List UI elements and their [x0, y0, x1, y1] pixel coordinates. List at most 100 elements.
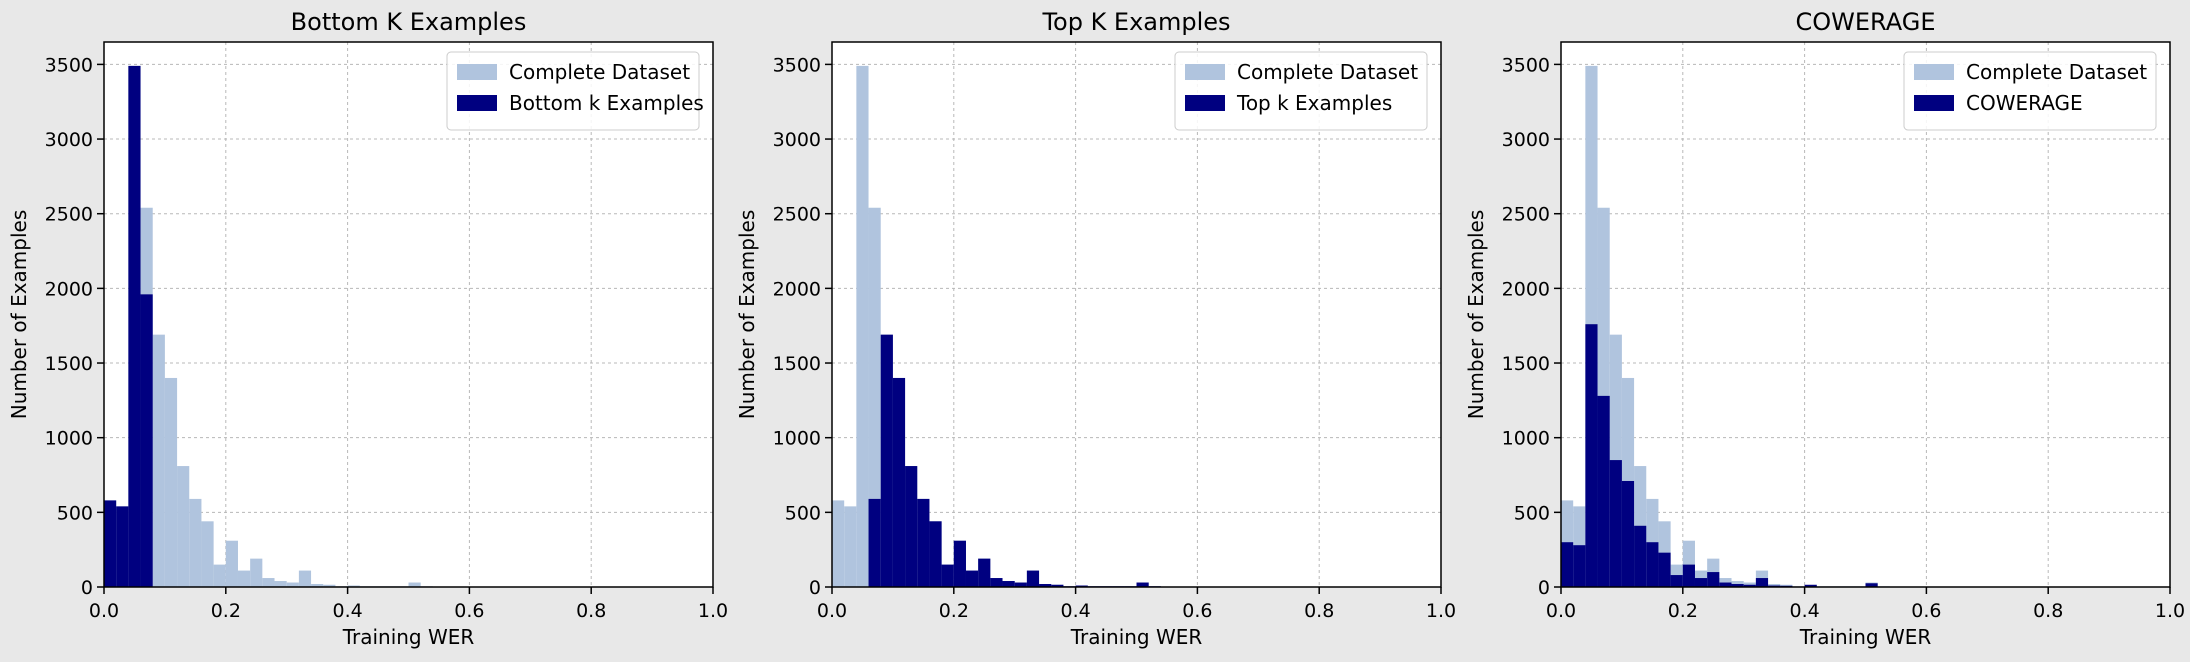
bar — [1039, 584, 1052, 587]
bar — [104, 500, 117, 587]
y-tick-label: 3000 — [45, 129, 93, 151]
bar — [1755, 578, 1769, 587]
y-tick-label: 3500 — [1502, 54, 1550, 76]
legend: Complete Dataset Top k Examples — [1174, 51, 1428, 131]
legend: Complete Dataset COWERAGE — [1903, 51, 2157, 131]
y-axis-label: Number of Examples — [735, 210, 759, 420]
bar — [1694, 578, 1708, 587]
y-tick-label: 500 — [57, 502, 93, 524]
x-tick-label: 0.2 — [1668, 600, 1698, 622]
bar — [1670, 575, 1683, 587]
legend-swatch — [1185, 64, 1225, 80]
bar — [1743, 584, 1756, 587]
bar — [832, 500, 845, 587]
legend-entry: Complete Dataset — [1966, 60, 2147, 84]
bar — [1051, 584, 1064, 587]
bar — [868, 498, 881, 587]
legend-box — [1903, 51, 2157, 131]
bar — [1865, 583, 1878, 587]
chart-2: 0.0 0.2 0.4 0.6 0.8 1.0 0 500 1000 1500 2000 2500 30… — [735, 8, 1456, 649]
x-tick-label: 0.6 — [1911, 600, 1941, 622]
plot-area — [832, 42, 1441, 587]
y-tick-label: 3500 — [45, 54, 93, 76]
x-tick-label: 0.0 — [1546, 600, 1576, 622]
x-tick-label: 0.2 — [211, 600, 241, 622]
legend-entry: Complete Dataset — [1237, 60, 1418, 84]
chart-title: Bottom K Examples — [291, 8, 527, 36]
y-tick-label: 2000 — [45, 278, 93, 300]
plot-area — [1561, 42, 2170, 587]
bar — [1585, 324, 1598, 587]
bar — [323, 584, 336, 587]
bar — [892, 377, 906, 587]
bar — [177, 466, 190, 587]
y-tick-label: 1000 — [45, 428, 93, 450]
x-tick-label: 1.0 — [2155, 600, 2185, 622]
y-tick-label: 2500 — [45, 204, 93, 226]
y-tick-label: 1500 — [773, 353, 821, 375]
bar — [953, 540, 966, 587]
bar — [1804, 584, 1817, 587]
bar — [1646, 542, 1659, 587]
legend-swatch — [1914, 64, 1954, 80]
bar — [965, 570, 979, 587]
x-tick-label: 0.0 — [89, 600, 119, 622]
y-tick-label: 3500 — [773, 54, 821, 76]
plot-frame — [103, 41, 714, 588]
legend-swatch — [1185, 95, 1225, 111]
bar — [225, 540, 238, 587]
bar — [1573, 545, 1586, 587]
y-tick-label: 2500 — [1502, 204, 1550, 226]
bar — [978, 558, 991, 587]
bar — [189, 498, 202, 587]
bar — [1621, 480, 1635, 587]
x-tick-label: 0.2 — [939, 600, 969, 622]
bar — [905, 466, 918, 587]
legend-entry: COWERAGE — [1966, 91, 2083, 115]
y-tick-label: 0 — [1538, 577, 1550, 599]
series-subset — [868, 334, 1161, 587]
chart-3: 0.0 0.2 0.4 0.6 0.8 1.0 0 500 1000 1500 2000 2500 30… — [1464, 8, 2185, 649]
chart-1: 0.0 0.2 0.4 0.6 0.8 1.0 0 500 1000 1500 2000 2500 30… — [7, 8, 728, 649]
bar — [1026, 570, 1040, 587]
x-tick-label: 1.0 — [1426, 600, 1456, 622]
x-tick-label: 0.4 — [1789, 600, 1819, 622]
bar — [1136, 582, 1149, 587]
x-tick-label: 1.0 — [698, 600, 728, 622]
y-tick-label: 2000 — [1502, 278, 1550, 300]
bar — [1561, 542, 1574, 587]
legend-entry: Top k Examples — [1236, 91, 1392, 115]
bar — [868, 207, 881, 587]
y-tick-label: 1500 — [45, 353, 93, 375]
bar — [408, 582, 421, 587]
x-tick-label: 0.8 — [1304, 600, 1334, 622]
x-axis-label: Training WER — [1799, 625, 1932, 649]
x-tick-label: 0.6 — [454, 600, 484, 622]
bar — [237, 570, 251, 587]
plot-frame — [1560, 41, 2171, 588]
bar — [929, 521, 942, 587]
series-subset — [1561, 324, 1890, 587]
x-axis-label: Training WER — [1070, 625, 1203, 649]
bar — [298, 570, 312, 587]
bar — [1014, 582, 1027, 587]
bar — [941, 564, 954, 587]
plot-area — [104, 42, 713, 587]
y-tick-label: 500 — [1514, 502, 1550, 524]
bar — [116, 506, 129, 587]
legend-entry: Complete Dataset — [509, 60, 690, 84]
bar — [1597, 395, 1610, 587]
legend-box — [1174, 51, 1428, 131]
legend-swatch — [1914, 95, 1954, 111]
y-tick-label: 500 — [785, 502, 821, 524]
plot-frame — [831, 41, 1442, 588]
bar — [917, 498, 930, 587]
bar — [844, 506, 857, 587]
bar — [286, 582, 299, 587]
x-tick-label: 0.4 — [332, 600, 362, 622]
legend: Complete Dataset Bottom k Examples — [446, 51, 704, 131]
bar — [213, 564, 226, 587]
bar — [1707, 572, 1720, 587]
x-tick-label: 0.6 — [1182, 600, 1212, 622]
y-axis-label: Number of Examples — [7, 210, 31, 420]
